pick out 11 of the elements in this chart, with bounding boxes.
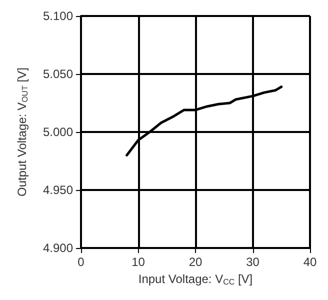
y-tick-label: 4.900 [42,241,74,255]
y-tick-label: 5.000 [42,125,74,139]
x-tick-label: 20 [188,255,202,269]
x-tick-label: 0 [78,255,85,269]
y-axis-title: Output Voltage: VOUT [V] [15,68,30,196]
x-tick-label: 10 [132,255,146,269]
y-tick-label: 4.950 [42,183,74,197]
y-tick-label: 5.100 [42,9,74,23]
x-tick-label: 40 [303,255,317,269]
x-tick-label: 30 [246,255,260,269]
y-tick-label: 5.050 [42,67,74,81]
